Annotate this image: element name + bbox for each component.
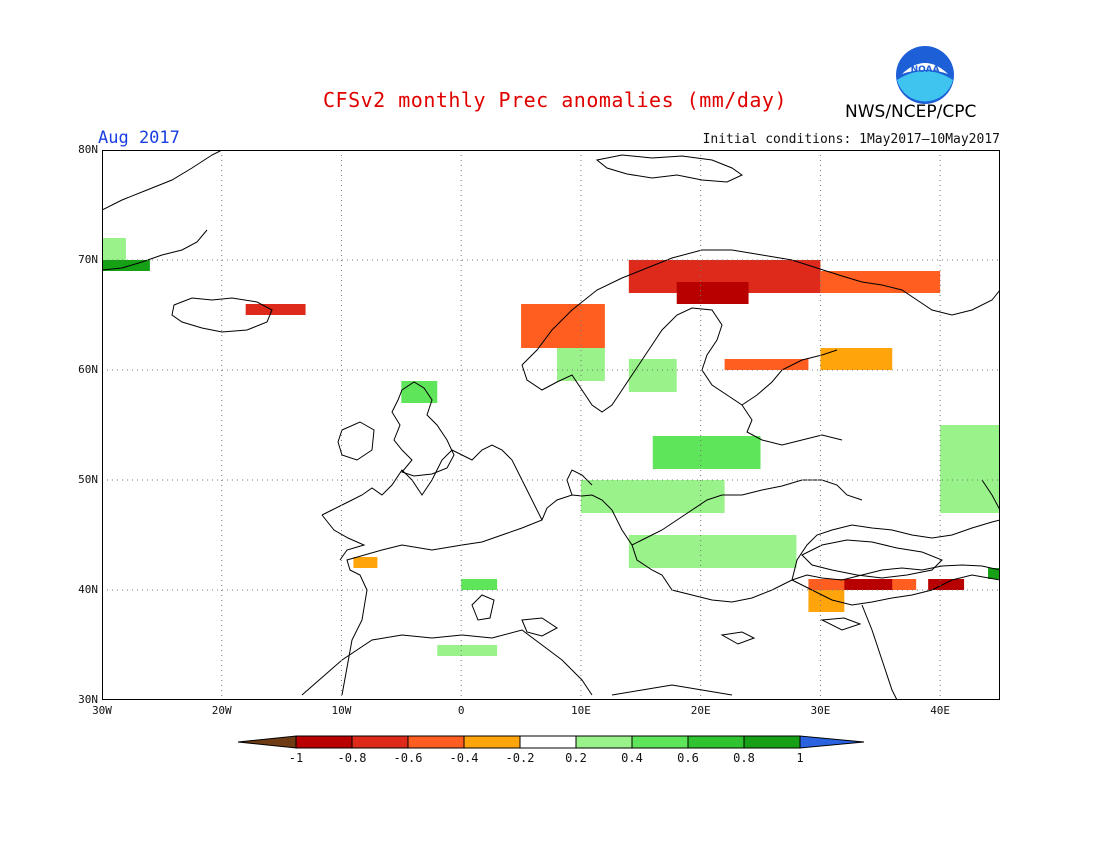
- anomaly-cell: [820, 271, 941, 293]
- lon-label: 30E: [810, 704, 831, 717]
- anomaly-cell: [652, 436, 761, 469]
- legend-swatch: [407, 735, 465, 749]
- anomaly-cell: [102, 238, 126, 260]
- legend-label: 1: [796, 751, 804, 765]
- forecast-period: Aug 2017: [98, 128, 180, 148]
- precip-anomaly-map: [102, 150, 1000, 700]
- legend-label: -0.4: [449, 751, 479, 765]
- legend-label: 0.6: [677, 751, 699, 765]
- legend-swatch: [463, 735, 521, 749]
- lon-label: 0: [457, 704, 465, 717]
- coastlines: [102, 150, 1000, 700]
- legend-arrow-right: [799, 735, 864, 749]
- legend-arrow-left: [238, 735, 297, 749]
- anomaly-cell: [580, 480, 725, 513]
- anomaly-cell: [724, 359, 809, 370]
- logo-text: NOAA: [911, 65, 940, 75]
- legend-label: 0.8: [733, 751, 755, 765]
- anomaly-patches: [102, 238, 1000, 656]
- lat-label: 30N: [78, 693, 98, 706]
- legend-swatch: [631, 735, 689, 749]
- anomaly-cell: [940, 425, 1000, 513]
- lon-label: 10W: [331, 704, 352, 717]
- noaa-logo-icon: NOAA: [896, 46, 954, 104]
- lon-label: 40E: [930, 704, 951, 717]
- lon-label: 20W: [211, 704, 232, 717]
- anomaly-cell: [628, 359, 677, 392]
- lon-label: 20E: [690, 704, 711, 717]
- legend-swatch: [295, 735, 353, 749]
- anomaly-cell: [556, 348, 605, 381]
- legend-label: 0.2: [565, 751, 587, 765]
- legend-label: -1: [288, 751, 304, 765]
- lat-label: 80N: [78, 143, 98, 156]
- anomaly-cell: [820, 348, 893, 370]
- lat-label: 50N: [78, 473, 98, 486]
- map-title: CFSv2 monthly Prec anomalies (mm/day): [322, 88, 788, 112]
- lat-label: 40N: [78, 583, 98, 596]
- lat-label: 60N: [78, 363, 98, 376]
- lon-label: 30W: [92, 704, 112, 717]
- legend-swatch: [519, 735, 577, 749]
- legend-label: -0.6: [393, 751, 423, 765]
- initial-conditions: Initial conditions: 1May2017—10May2017: [702, 132, 1000, 147]
- color-legend: [238, 735, 864, 749]
- legend-swatch: [575, 735, 633, 749]
- anomaly-cell: [844, 579, 893, 590]
- anomaly-cell: [808, 590, 845, 612]
- anomaly-cell: [102, 260, 150, 271]
- agency-label: NWS/NCEP/CPC: [845, 102, 977, 122]
- lon-label: 10E: [570, 704, 591, 717]
- graticule: [102, 150, 1000, 700]
- legend-label: 0.4: [621, 751, 643, 765]
- anomaly-cell: [401, 381, 438, 403]
- anomaly-cell: [521, 304, 605, 348]
- anomaly-cell: [353, 557, 378, 568]
- anomaly-cell: [928, 579, 965, 590]
- legend-swatch: [687, 735, 745, 749]
- anomaly-cell: [988, 568, 1000, 579]
- anomaly-cell: [245, 304, 306, 315]
- anomaly-cell: [676, 282, 749, 304]
- legend-label: -0.8: [337, 751, 367, 765]
- anomaly-cell: [628, 535, 797, 568]
- anomaly-cell: [461, 579, 498, 590]
- lat-label: 70N: [78, 253, 98, 266]
- anomaly-cell: [437, 645, 498, 656]
- legend-swatch: [743, 735, 801, 749]
- legend-label: -0.2: [505, 751, 535, 765]
- legend-swatch: [351, 735, 409, 749]
